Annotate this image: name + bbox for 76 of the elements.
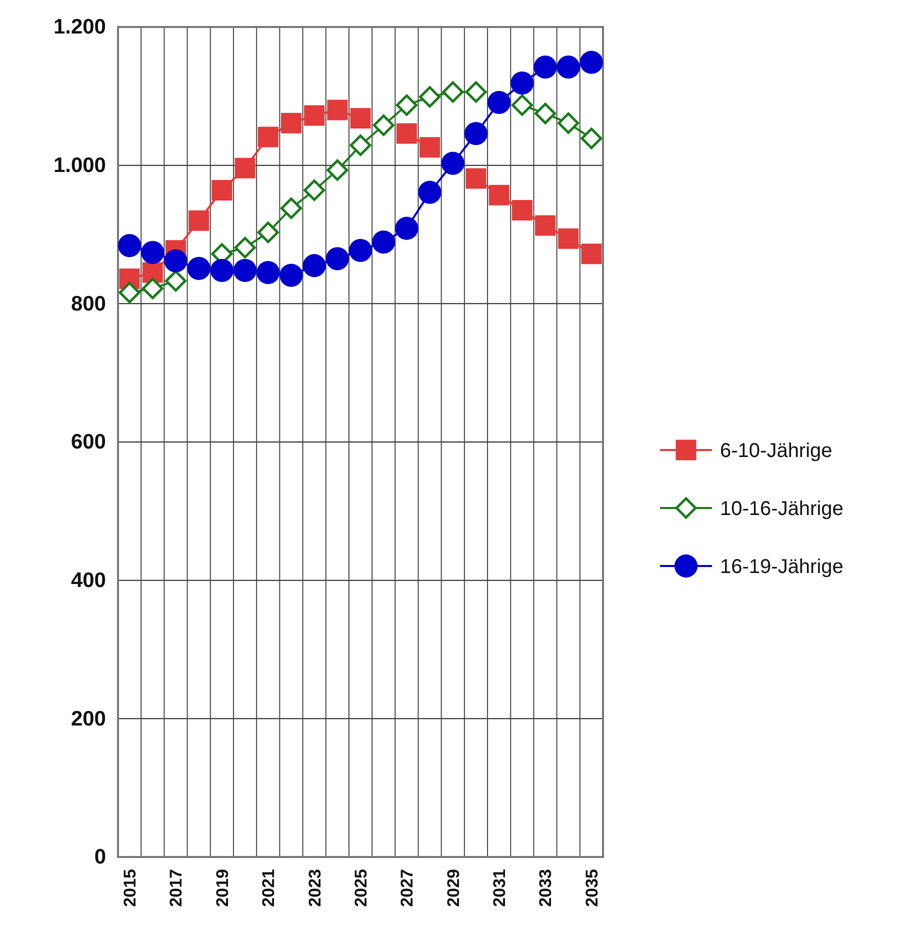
point	[304, 179, 326, 201]
point	[534, 102, 556, 124]
point	[142, 278, 164, 300]
point	[257, 222, 279, 244]
point	[210, 258, 234, 282]
point	[326, 159, 348, 181]
point	[488, 90, 511, 114]
point	[258, 126, 278, 148]
legend-label: 6-10-Jährige	[720, 440, 832, 462]
point	[280, 264, 303, 287]
point	[372, 230, 396, 254]
point	[512, 200, 532, 221]
point	[556, 56, 580, 79]
point	[212, 180, 232, 200]
point	[396, 94, 418, 116]
point	[442, 81, 464, 103]
x-tick-label: 2015	[120, 869, 140, 907]
point	[420, 137, 440, 158]
point	[350, 134, 372, 156]
point	[348, 238, 372, 262]
y-tick-label: 200	[70, 707, 106, 730]
point	[395, 216, 418, 240]
x-tick-label: 2033	[536, 869, 556, 907]
point	[558, 228, 579, 249]
x-tick-label: 2025	[351, 869, 370, 907]
point	[350, 108, 371, 129]
point	[488, 184, 510, 206]
point	[580, 128, 602, 150]
point	[233, 258, 257, 282]
x-tick-label: 2021	[259, 869, 278, 907]
point	[187, 256, 210, 280]
point	[141, 240, 164, 264]
point	[326, 247, 349, 270]
point	[419, 86, 441, 108]
legend-label: 10-16-Jährige	[720, 498, 844, 520]
point	[466, 168, 486, 189]
point	[188, 210, 210, 231]
x-tick-label: 2019	[212, 869, 232, 907]
point	[418, 180, 442, 204]
point	[164, 249, 188, 272]
x-tick-label: 2027	[398, 869, 417, 907]
point	[535, 215, 556, 236]
y-tick-label: 0	[94, 846, 106, 869]
point	[302, 254, 326, 278]
point	[396, 123, 417, 144]
y-tick-label: 1.000	[53, 154, 106, 178]
point	[558, 112, 580, 134]
point	[580, 50, 604, 74]
point	[465, 81, 487, 103]
point	[234, 158, 256, 178]
legend-label: 16-19-Jährige	[720, 556, 844, 578]
x-tick-label: 2031	[490, 869, 510, 907]
x-tick-label: 2023	[305, 869, 324, 907]
y-tick-label: 600	[70, 430, 106, 454]
point	[581, 244, 602, 264]
x-tick-label: 2029	[444, 869, 463, 907]
y-tick-label: 1.200	[53, 16, 106, 39]
y-tick-label: 800	[70, 292, 106, 316]
point	[372, 114, 394, 136]
point	[280, 112, 302, 134]
point	[511, 94, 533, 116]
x-tick-label: 2035	[582, 869, 602, 907]
point	[327, 100, 348, 120]
point	[118, 282, 140, 304]
point	[464, 122, 488, 146]
point	[534, 56, 557, 79]
point	[234, 236, 256, 258]
point	[441, 152, 464, 175]
point	[304, 105, 325, 126]
point	[165, 270, 186, 292]
y-tick-label: 400	[70, 569, 106, 592]
point	[510, 71, 534, 95]
point	[256, 261, 280, 284]
point	[118, 234, 142, 258]
x-tick-label: 2017	[166, 869, 186, 907]
point	[280, 197, 302, 219]
